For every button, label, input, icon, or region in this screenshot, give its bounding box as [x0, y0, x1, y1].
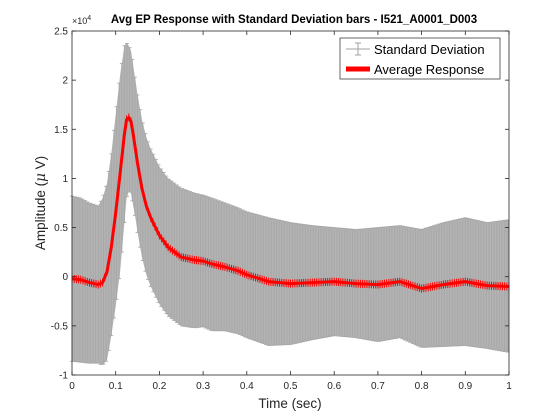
y-tick-label: 1 — [62, 174, 68, 185]
y-tick-label: 0.5 — [54, 223, 68, 234]
x-tick-label: 0.1 — [109, 381, 123, 392]
y-tick-label: 0 — [62, 272, 68, 283]
y-tick-label: 2 — [62, 76, 68, 87]
y-tick-label: -1 — [59, 371, 68, 382]
y-tick-label: 2.5 — [54, 27, 68, 38]
x-tick-label: 0 — [69, 381, 75, 392]
legend-box — [339, 37, 501, 80]
x-tick-label: 0.6 — [327, 381, 341, 392]
average-line-layer — [71, 113, 510, 293]
legend-label-std: Standard Deviation — [374, 42, 485, 57]
y-axis-label: Amplitude (μ V) — [33, 156, 49, 250]
legend: Standard Deviation Average Response — [339, 37, 501, 80]
legend-label-avg: Average Response — [374, 62, 484, 77]
legend-swatch-std — [346, 42, 370, 56]
x-tick-label: 0.3 — [196, 381, 210, 392]
x-tick-label: 0.4 — [240, 381, 254, 392]
x-tick-label: 0.8 — [415, 381, 429, 392]
x-tick-label: 1 — [506, 381, 512, 392]
x-tick-label: 0.9 — [458, 381, 472, 392]
y-axis-ticks: -1 -0.5 0 0.5 1 1.5 2 2.5 — [51, 27, 509, 382]
x-axis-ticks: 0 0.1 0.2 0.3 0.4 0.5 0.6 0.7 0.8 0.9 1 — [69, 31, 512, 392]
x-tick-label: 0.5 — [284, 381, 298, 392]
x-tick-label: 0.7 — [371, 381, 385, 392]
y-tick-label: 1.5 — [54, 125, 68, 136]
y-exponent-label: ×104 — [72, 15, 91, 26]
x-tick-label: 0.2 — [152, 381, 166, 392]
chart-title: Avg EP Response with Standard Deviation … — [111, 14, 477, 26]
x-axis-label: Time (sec) — [258, 396, 321, 411]
y-tick-label: -0.5 — [51, 321, 69, 332]
